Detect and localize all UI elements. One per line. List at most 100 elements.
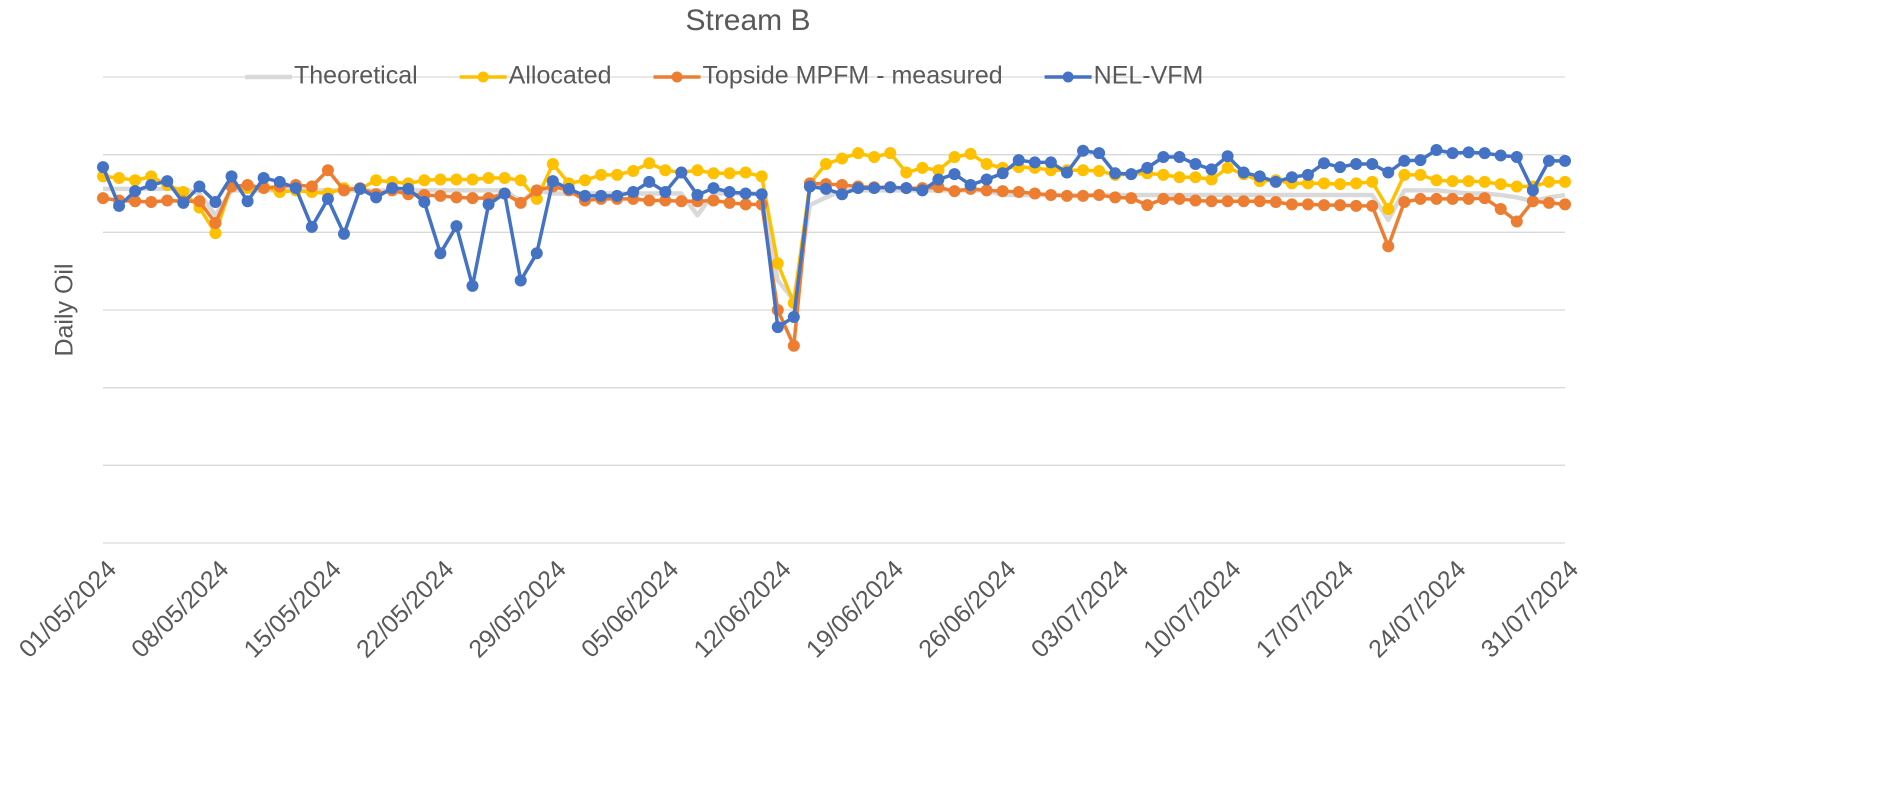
data-point bbox=[1398, 196, 1411, 209]
data-point bbox=[1157, 150, 1170, 163]
data-point bbox=[402, 182, 415, 195]
data-point bbox=[546, 157, 559, 170]
data-point bbox=[1510, 215, 1523, 228]
data-point bbox=[370, 174, 383, 187]
data-point bbox=[948, 168, 961, 181]
data-point bbox=[1028, 187, 1041, 200]
data-point bbox=[884, 147, 897, 160]
data-point bbox=[643, 175, 656, 188]
data-point bbox=[1430, 174, 1443, 187]
data-point bbox=[996, 167, 1009, 180]
data-point bbox=[1510, 150, 1523, 163]
data-point bbox=[659, 164, 672, 177]
data-point bbox=[450, 191, 463, 204]
data-point bbox=[1269, 196, 1282, 209]
data-point bbox=[1301, 168, 1314, 181]
data-point bbox=[1526, 184, 1539, 197]
data-point bbox=[1253, 170, 1266, 183]
data-point bbox=[1012, 154, 1025, 167]
data-point bbox=[723, 196, 736, 209]
data-point bbox=[611, 168, 624, 181]
data-point bbox=[1318, 157, 1331, 170]
data-point bbox=[1542, 175, 1555, 188]
legend-marker bbox=[477, 71, 489, 83]
data-point bbox=[1478, 147, 1491, 160]
legend-marker bbox=[1062, 71, 1074, 83]
data-point bbox=[964, 178, 977, 191]
data-point bbox=[1012, 185, 1025, 198]
data-point bbox=[1173, 150, 1186, 163]
data-point bbox=[868, 150, 881, 163]
chart-title: Stream B bbox=[685, 4, 810, 37]
data-point bbox=[1446, 147, 1459, 160]
data-point bbox=[562, 182, 575, 195]
data-point bbox=[900, 182, 913, 195]
data-point bbox=[1077, 189, 1090, 202]
data-point bbox=[193, 195, 206, 208]
data-point bbox=[948, 150, 961, 163]
data-point bbox=[884, 181, 897, 194]
data-point bbox=[771, 257, 784, 270]
data-point bbox=[257, 171, 270, 184]
data-point bbox=[643, 194, 656, 207]
data-point bbox=[1526, 195, 1539, 208]
data-point bbox=[161, 194, 174, 207]
data-point bbox=[546, 175, 559, 188]
data-point bbox=[1028, 156, 1041, 169]
data-point bbox=[193, 180, 206, 193]
data-point bbox=[1221, 161, 1234, 174]
data-point bbox=[209, 217, 222, 230]
data-point bbox=[241, 195, 254, 208]
data-point bbox=[1446, 175, 1459, 188]
data-point bbox=[97, 192, 109, 205]
data-point bbox=[514, 274, 527, 287]
data-point bbox=[1093, 164, 1106, 177]
x-tick-label: 24/07/2024 bbox=[1363, 555, 1471, 663]
data-point bbox=[129, 174, 142, 187]
data-point bbox=[337, 184, 350, 197]
data-point bbox=[129, 195, 142, 208]
data-point bbox=[819, 182, 832, 195]
data-point bbox=[113, 171, 126, 184]
x-tick-label: 08/05/2024 bbox=[126, 555, 234, 663]
data-point bbox=[466, 192, 479, 205]
data-point bbox=[161, 175, 174, 188]
x-tick-label: 19/06/2024 bbox=[801, 555, 909, 663]
data-point bbox=[1253, 195, 1266, 208]
data-point bbox=[1510, 180, 1523, 193]
data-point bbox=[980, 173, 993, 186]
data-point bbox=[321, 192, 334, 205]
data-point bbox=[1542, 154, 1555, 167]
data-point bbox=[450, 220, 463, 233]
data-point bbox=[611, 189, 624, 202]
data-point bbox=[1414, 192, 1427, 205]
data-point bbox=[498, 187, 511, 200]
data-point bbox=[1334, 161, 1347, 174]
data-point bbox=[1318, 177, 1331, 190]
data-point bbox=[1125, 192, 1138, 205]
data-point bbox=[1157, 192, 1170, 205]
data-point bbox=[707, 182, 720, 195]
data-point bbox=[177, 196, 190, 209]
data-point bbox=[145, 196, 158, 209]
data-point bbox=[916, 161, 929, 174]
data-point bbox=[595, 168, 608, 181]
data-point bbox=[707, 167, 720, 180]
x-tick-label: 03/07/2024 bbox=[1026, 555, 1134, 663]
data-point bbox=[225, 170, 238, 183]
data-point bbox=[305, 180, 318, 193]
data-point bbox=[1414, 154, 1427, 167]
data-point bbox=[1285, 198, 1298, 211]
data-point bbox=[1462, 175, 1475, 188]
data-point bbox=[1366, 175, 1379, 188]
data-point bbox=[771, 321, 784, 334]
data-point bbox=[1350, 157, 1363, 170]
data-point bbox=[1173, 171, 1186, 184]
data-point bbox=[739, 166, 752, 179]
x-tick-label: 10/07/2024 bbox=[1138, 555, 1246, 663]
data-point bbox=[1382, 203, 1395, 216]
data-point bbox=[980, 184, 993, 197]
data-point bbox=[1060, 189, 1073, 202]
data-point bbox=[707, 194, 720, 207]
